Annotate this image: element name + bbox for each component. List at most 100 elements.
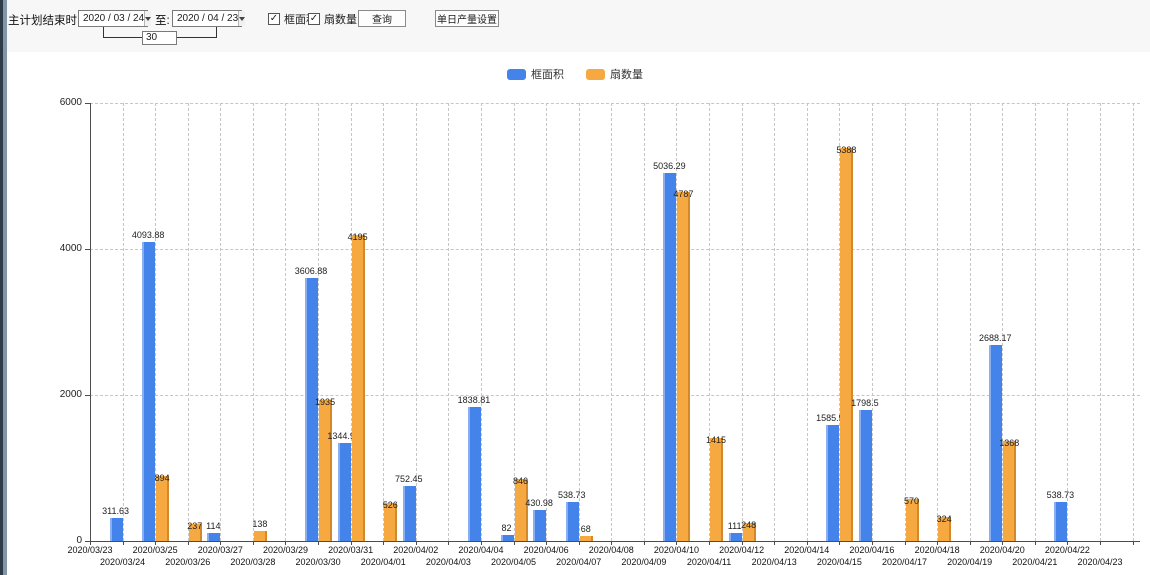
bar-value-label: 4195 — [347, 231, 368, 242]
bar-fan-count[interactable] — [384, 502, 398, 541]
x-axis-tick — [578, 541, 580, 545]
x-axis-tick — [969, 541, 971, 545]
bar-fan-count[interactable] — [742, 522, 756, 541]
bar-frame-area[interactable] — [1054, 501, 1068, 541]
x-gridline — [220, 103, 222, 541]
bar-frame-area[interactable] — [989, 344, 1003, 541]
bar-value-label: 1368 — [999, 438, 1020, 449]
bar-fan-count[interactable] — [710, 437, 724, 541]
x-gridline — [1002, 103, 1004, 541]
bar-fan-count[interactable] — [677, 191, 691, 541]
x-gridline — [415, 103, 417, 541]
x-axis-tick — [676, 541, 678, 545]
x-axis-tick — [1002, 541, 1004, 545]
bar-frame-area[interactable] — [402, 486, 416, 541]
bar-fan-count[interactable] — [840, 147, 854, 541]
y-axis-line — [90, 103, 91, 542]
daily-output-settings-button[interactable]: 单日产量设置 — [435, 10, 499, 27]
bar-value-label: 138 — [252, 518, 268, 529]
bar-value-label: 5036.29 — [653, 161, 686, 172]
date-to-dropdown-button[interactable] — [238, 11, 246, 26]
bar-fan-count[interactable] — [905, 499, 919, 541]
bar-frame-area[interactable] — [467, 406, 481, 541]
legend-swatch-orange — [586, 68, 605, 80]
bar-fan-count[interactable] — [938, 517, 952, 541]
bar-frame-area[interactable] — [109, 518, 123, 541]
x-gridline — [871, 103, 873, 541]
x-axis-tick — [350, 541, 352, 545]
query-button[interactable]: 查询 — [358, 10, 406, 27]
x-gridline — [187, 103, 189, 541]
x-axis-line — [90, 541, 1140, 542]
x-axis-tick — [122, 541, 124, 545]
y-gridline — [90, 103, 1140, 104]
bar-frame-area[interactable] — [858, 409, 872, 541]
date-to-combobox[interactable]: 2020 / 04 / 23 — [172, 10, 246, 27]
fan-count-checkbox[interactable]: ✓ 扇数量 — [308, 11, 357, 27]
x-axis-tick — [904, 541, 906, 545]
x-axis-tick — [513, 541, 515, 545]
bar-value-label: 248 — [741, 519, 757, 530]
x-axis-label: 2020/04/14 — [784, 545, 830, 555]
date-from-dropdown-button[interactable] — [144, 11, 152, 26]
interval-days-input[interactable]: 30 — [142, 31, 177, 45]
y-gridline — [90, 249, 1140, 250]
bar-value-label: 846 — [513, 476, 529, 487]
bar-fan-count[interactable] — [1003, 441, 1017, 541]
check-icon: ✓ — [268, 13, 280, 25]
x-axis-tick — [187, 541, 189, 545]
bar-frame-area[interactable] — [533, 509, 547, 541]
x-axis-label: 2020/03/25 — [132, 545, 178, 555]
chart-legend: 框面积 扇数量 — [0, 66, 1150, 82]
window-edge-light-strip — [3, 0, 7, 575]
x-gridline — [611, 103, 613, 541]
x-axis-label: 2020/04/05 — [491, 557, 537, 567]
bar-frame-area[interactable] — [565, 501, 579, 541]
bar-fan-count[interactable] — [351, 234, 365, 541]
bar-value-label: 1415 — [706, 434, 727, 445]
y-axis-tick — [85, 541, 90, 542]
bar-value-label: 894 — [154, 472, 170, 483]
bar-fan-count[interactable] — [514, 479, 528, 541]
bar-value-label: 538.73 — [557, 489, 586, 500]
bar-value-label: 68 — [580, 524, 591, 535]
x-axis-label: 2020/04/02 — [393, 545, 439, 555]
bar-frame-area[interactable] — [337, 442, 351, 541]
bar-frame-area[interactable] — [305, 277, 319, 541]
x-axis-tick — [415, 541, 417, 545]
bar-frame-area[interactable] — [207, 532, 221, 541]
x-gridline — [155, 103, 157, 541]
bar-value-label: 114 — [206, 520, 221, 531]
x-gridline — [122, 103, 124, 541]
x-axis-tick — [318, 541, 320, 545]
x-axis-label: 2020/04/17 — [881, 557, 928, 567]
x-axis-tick — [806, 541, 808, 545]
legend-item-fan-count[interactable]: 扇数量 — [586, 66, 643, 82]
x-axis-label: 2020/04/19 — [947, 557, 993, 567]
bar-frame-area[interactable] — [826, 425, 840, 541]
x-axis-tick — [383, 541, 385, 545]
bar-frame-area[interactable] — [142, 242, 156, 541]
bar-fan-count[interactable] — [156, 475, 170, 541]
bar-frame-area[interactable] — [663, 173, 677, 541]
x-gridline — [546, 103, 548, 541]
x-axis-label: 2020/04/08 — [588, 545, 634, 555]
bar-frame-area[interactable] — [500, 535, 514, 541]
y-axis-label: 0 — [76, 535, 82, 546]
bar-fan-count[interactable] — [579, 536, 593, 541]
bar-fan-count[interactable] — [253, 530, 267, 541]
date-from-combobox[interactable]: 2020 / 03 / 24 — [78, 10, 152, 27]
x-axis-tick — [643, 541, 645, 545]
legend-item-frame-area[interactable]: 框面积 — [507, 66, 564, 82]
bar-value-label: 526 — [382, 499, 398, 510]
bar-fan-count[interactable] — [188, 523, 202, 541]
x-gridline — [513, 103, 515, 541]
x-gridline — [741, 103, 743, 541]
y-axis-tick — [85, 103, 90, 104]
x-axis-label: 2020/04/16 — [849, 545, 895, 555]
bar-fan-count[interactable] — [319, 399, 333, 541]
bar-frame-area[interactable] — [728, 532, 742, 541]
x-gridline — [448, 103, 450, 541]
x-axis-tick — [448, 541, 450, 545]
date-to-value: 2020 / 04 / 23 — [177, 13, 239, 24]
